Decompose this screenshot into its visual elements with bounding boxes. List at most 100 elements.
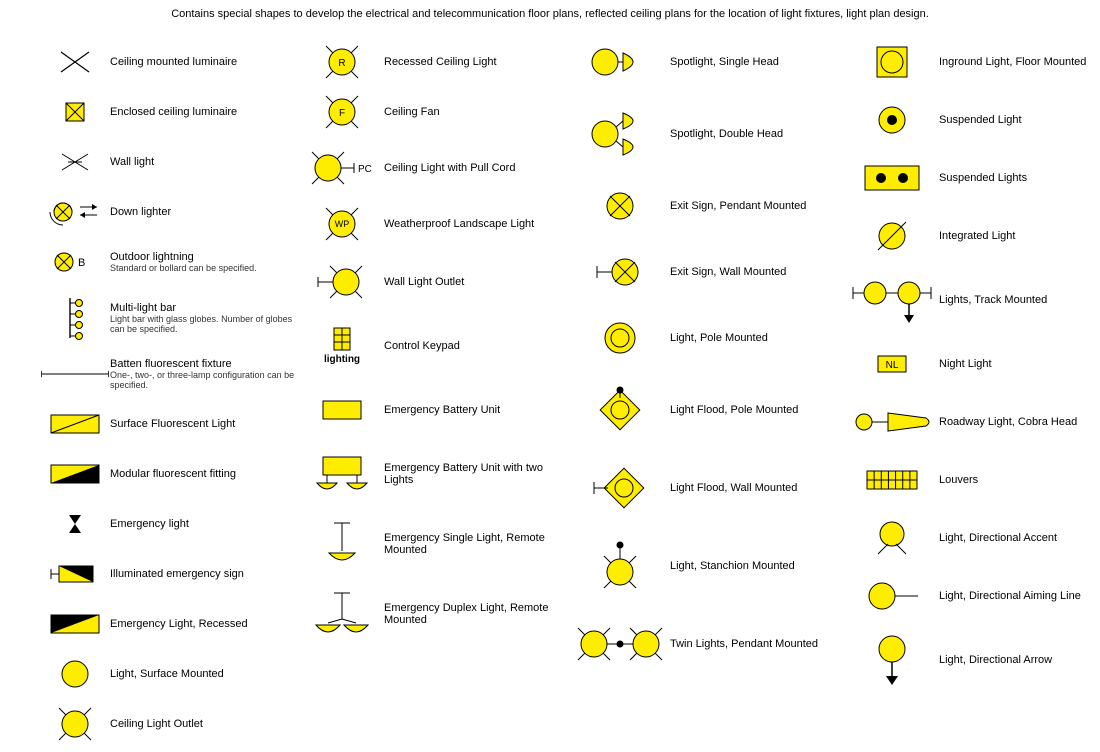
legend-label: Light, Stanchion Mounted <box>670 560 830 572</box>
legend-row: Emergency Battery Unit <box>300 388 560 432</box>
legend-column-3: Spotlight, Single Head Spotlight, Double… <box>570 40 830 694</box>
legend-label-main: Ceiling Light with Pull Cord <box>384 162 560 174</box>
legend-row: Surface Fluorescent Light <box>40 402 300 446</box>
legend-label: Wall Light Outlet <box>384 276 560 288</box>
legend-label: Batten fluorescent fixtureOne-, two-, or… <box>110 358 300 391</box>
legend-row: Inground Light, Floor Mounted <box>845 40 1095 84</box>
emergency-single-remote-icon <box>300 516 384 572</box>
legend-row: Ceiling mounted luminaire <box>40 40 300 84</box>
legend-row: Illuminated emergency sign <box>40 552 300 596</box>
legend-label-sub: Standard or bollard can be specified. <box>110 264 300 274</box>
legend-label-main: Emergency light <box>110 518 300 530</box>
legend-label-main: Outdoor lightning <box>110 251 300 263</box>
legend-row: Light Flood, Wall Mounted <box>570 460 830 516</box>
legend-label: Inground Light, Floor Mounted <box>939 56 1095 68</box>
legend-label-main: Emergency Battery Unit with two Lights <box>384 462 560 486</box>
legend-row: BOutdoor lightningStandard or bollard ca… <box>40 240 300 284</box>
legend-label-main: Spotlight, Double Head <box>670 128 830 140</box>
legend-label-sub: One-, two-, or three-lamp configuration … <box>110 371 300 391</box>
legend-label: Ceiling Light Outlet <box>110 718 300 730</box>
legend-row: Light, Stanchion Mounted <box>570 538 830 594</box>
legend-label-main: Wall Light Outlet <box>384 276 560 288</box>
legend-label-main: Light, Directional Accent <box>939 532 1095 544</box>
down-lighter-icon <box>40 190 110 234</box>
legend-row: Suspended Lights <box>845 156 1095 200</box>
legend-label: Exit Sign, Wall Mounted <box>670 266 830 278</box>
legend-label: Spotlight, Double Head <box>670 128 830 140</box>
legend-label-main: Ceiling mounted luminaire <box>110 56 300 68</box>
emergency-battery-icon <box>300 388 384 432</box>
legend-label-main: Integrated Light <box>939 230 1095 242</box>
svg-text:NL: NL <box>886 360 899 371</box>
legend-label: Night Light <box>939 358 1095 370</box>
surface-fluorescent-icon <box>40 402 110 446</box>
legend-row: Light, Surface Mounted <box>40 652 300 696</box>
legend-label: Suspended Light <box>939 114 1095 126</box>
batten-fluorescent-icon <box>40 352 110 396</box>
legend-row: Emergency Battery Unit with two Lights <box>300 446 560 502</box>
legend-row: Emergency Light, Recessed <box>40 602 300 646</box>
light-surface-mounted-icon <box>40 652 110 696</box>
legend-column-1: Ceiling mounted luminaire Enclosed ceili… <box>40 40 300 752</box>
svg-text:PC: PC <box>358 164 372 175</box>
outdoor-lightning-icon: B <box>40 240 110 284</box>
legend-label-main: Emergency Battery Unit <box>384 404 560 416</box>
legend-row: Enclosed ceiling luminaire <box>40 90 300 134</box>
spotlight-single-icon <box>570 40 670 84</box>
spotlight-double-icon <box>570 106 670 162</box>
legend-label: Emergency Single Light, Remote Mounted <box>384 532 560 556</box>
legend-label-main: Light Flood, Pole Mounted <box>670 404 830 416</box>
legend-label-main: Batten fluorescent fixture <box>110 358 300 370</box>
flood-pole-icon <box>570 382 670 438</box>
legend-label: Ceiling Fan <box>384 106 560 118</box>
legend-label-main: Recessed Ceiling Light <box>384 56 560 68</box>
louvers-icon <box>845 458 939 502</box>
legend-label: Ceiling mounted luminaire <box>110 56 300 68</box>
legend-row: Suspended Light <box>845 98 1095 142</box>
wall-light-outlet-icon <box>300 260 384 304</box>
legend-row: Louvers <box>845 458 1095 502</box>
legend-row: Lights, Track Mounted <box>845 272 1095 328</box>
legend-label-main: Inground Light, Floor Mounted <box>939 56 1095 68</box>
legend-column-2: RRecessed Ceiling Light FCeiling Fan PCC… <box>300 40 560 648</box>
ceiling-luminaire-icon <box>40 40 110 84</box>
legend-label: Emergency light <box>110 518 300 530</box>
legend-label: Louvers <box>939 474 1095 486</box>
legend-label: Suspended Lights <box>939 172 1095 184</box>
ceiling-light-outlet-icon <box>40 702 110 746</box>
legend-label: Down lighter <box>110 206 300 218</box>
inground-icon <box>845 40 939 84</box>
legend-label: Light, Directional Arrow <box>939 654 1095 666</box>
legend-label: Wall light <box>110 156 300 168</box>
suspended-icon <box>845 98 939 142</box>
legend-row: Down lighter <box>40 190 300 234</box>
legend-label-main: Illuminated emergency sign <box>110 568 300 580</box>
suspended-lights-icon <box>845 156 939 200</box>
legend-row: Integrated Light <box>845 214 1095 258</box>
exit-wall-icon <box>570 250 670 294</box>
legend-label-main: Suspended Light <box>939 114 1095 126</box>
legend-row: Wall Light Outlet <box>300 260 560 304</box>
legend-label: Modular fluorescent fitting <box>110 468 300 480</box>
legend-row: F Ceiling Fan <box>300 90 560 134</box>
legend-label-main: Light, Directional Aiming Line <box>939 590 1095 602</box>
legend-label: Spotlight, Single Head <box>670 56 830 68</box>
legend-label: Emergency Light, Recessed <box>110 618 300 630</box>
ceiling-fan-icon: F <box>300 90 384 134</box>
legend-row: WPWeatherproof Landscape Light <box>300 202 560 246</box>
legend-label: Enclosed ceiling luminaire <box>110 106 300 118</box>
lighting-symbol-legend: Contains special shapes to develop the e… <box>0 0 1100 732</box>
stanchion-icon <box>570 538 670 594</box>
legend-row: Light, Directional Aiming Line <box>845 574 1095 618</box>
legend-row: Light, Directional Arrow <box>845 632 1095 688</box>
legend-label-main: Enclosed ceiling luminaire <box>110 106 300 118</box>
legend-label-main: Emergency Light, Recessed <box>110 618 300 630</box>
svg-text:lighting: lighting <box>324 354 360 365</box>
legend-label-main: Lights, Track Mounted <box>939 294 1095 306</box>
illum-emergency-sign-icon <box>40 552 110 596</box>
svg-text:F: F <box>339 108 345 119</box>
legend-row: Modular fluorescent fitting <box>40 452 300 496</box>
legend-row: PC Ceiling Light with Pull Cord <box>300 140 560 196</box>
legend-label: Control Keypad <box>384 340 560 352</box>
legend-label: Emergency Duplex Light, Remote Mounted <box>384 602 560 626</box>
